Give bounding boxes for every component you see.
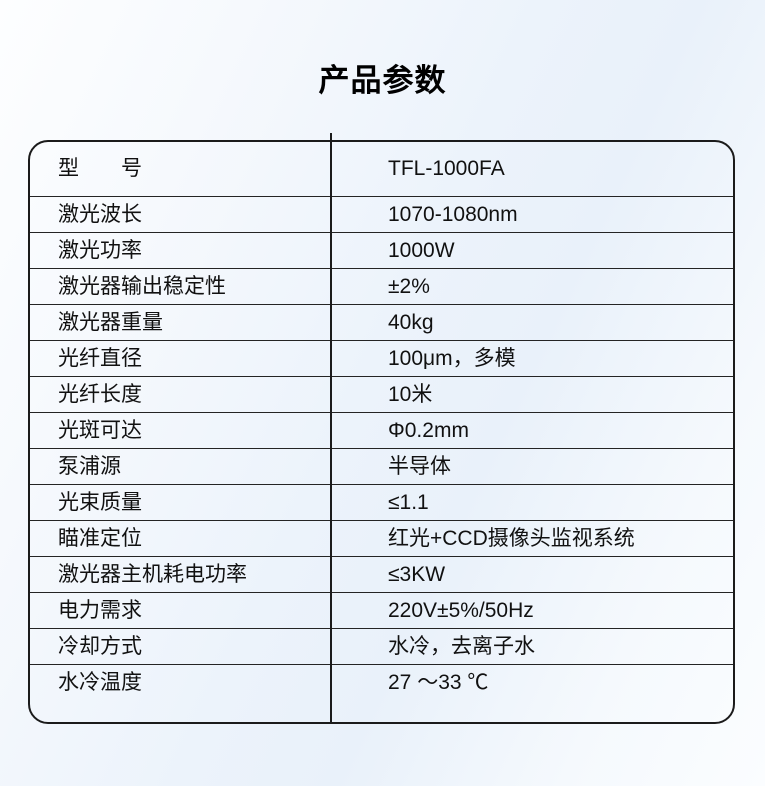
- param-label: 光纤直径: [58, 346, 142, 370]
- param-value: 半导体: [388, 454, 451, 478]
- table-row: 冷却方式 水冷，去离子水: [30, 628, 733, 664]
- param-value: 红光+CCD摄像头监视系统: [388, 526, 635, 550]
- table-row: 激光器输出稳定性 ±2%: [30, 268, 733, 304]
- param-label: 型 号: [58, 157, 142, 180]
- table-row: 激光功率 1000W: [30, 232, 733, 268]
- param-value: 水冷，去离子水: [388, 634, 535, 658]
- table-row: 电力需求 220V±5%/50Hz: [30, 592, 733, 628]
- param-label: 激光器主机耗电功率: [58, 562, 247, 586]
- param-label: 激光波长: [58, 202, 142, 226]
- table-row: 光束质量 ≤1.1: [30, 484, 733, 520]
- param-value: 10米: [388, 382, 433, 406]
- spec-table: 型 号 TFL-1000FA 激光波长 1070-1080nm 激光功率 1000W 激光器…: [28, 133, 735, 724]
- param-value: Φ0.2mm: [388, 418, 469, 442]
- spec-table-rows: 型 号 TFL-1000FA 激光波长 1070-1080nm 激光功率 1000W 激光器…: [30, 142, 733, 722]
- table-row: 激光波长 1070-1080nm: [30, 196, 733, 232]
- param-label: 激光功率: [58, 238, 142, 262]
- column-divider: [330, 133, 332, 722]
- table-row: 光纤长度 10米: [30, 376, 733, 412]
- param-value: 1070-1080nm: [388, 202, 518, 226]
- param-value: ≤1.1: [388, 490, 429, 514]
- page-title: 产品参数: [318, 63, 447, 98]
- table-row: 型 号 TFL-1000FA: [30, 142, 733, 196]
- param-value: 1000W: [388, 238, 455, 262]
- param-label: 激光器输出稳定性: [58, 274, 226, 298]
- table-row: 光纤直径 100μm，多模: [30, 340, 733, 376]
- table-row: 泵浦源 半导体: [30, 448, 733, 484]
- param-value: ≤3KW: [388, 562, 446, 586]
- param-value: 220V±5%/50Hz: [388, 598, 534, 622]
- param-value: 100μm，多模: [388, 346, 516, 370]
- table-row: 激光器重量 40kg: [30, 304, 733, 340]
- param-value: ±2%: [388, 274, 430, 298]
- table-row: 瞄准定位 红光+CCD摄像头监视系统: [30, 520, 733, 556]
- param-label: 激光器重量: [58, 310, 163, 334]
- param-value: TFL-1000FA: [388, 157, 505, 180]
- param-label: 光斑可达: [58, 418, 142, 442]
- param-label: 冷却方式: [58, 634, 142, 658]
- param-label: 水冷温度: [58, 671, 142, 694]
- table-row: 激光器主机耗电功率 ≤3KW: [30, 556, 733, 592]
- param-value: 27 ～33 ℃: [388, 671, 489, 694]
- param-value: 40kg: [388, 310, 434, 334]
- param-label: 光纤长度: [58, 382, 142, 406]
- table-row: 光斑可达 Φ0.2mm: [30, 412, 733, 448]
- param-label: 泵浦源: [58, 454, 121, 478]
- table-row: 水冷温度 27 ～33 ℃: [30, 664, 733, 722]
- param-label: 光束质量: [58, 490, 142, 514]
- param-label: 电力需求: [58, 598, 142, 622]
- param-label: 瞄准定位: [58, 526, 142, 550]
